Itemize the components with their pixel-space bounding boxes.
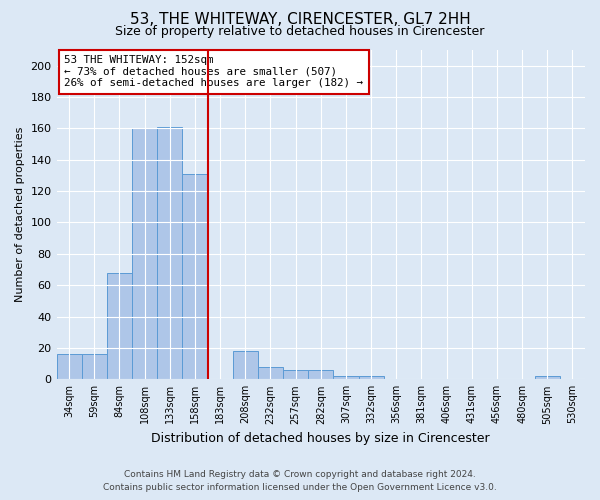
Text: Size of property relative to detached houses in Cirencester: Size of property relative to detached ho… [115, 25, 485, 38]
X-axis label: Distribution of detached houses by size in Cirencester: Distribution of detached houses by size … [151, 432, 490, 445]
Bar [107, 272, 132, 380]
Bar [132, 128, 157, 380]
Text: Contains HM Land Registry data © Crown copyright and database right 2024.
Contai: Contains HM Land Registry data © Crown c… [103, 470, 497, 492]
Text: 53 THE WHITEWAY: 152sqm
← 73% of detached houses are smaller (507)
26% of semi-d: 53 THE WHITEWAY: 152sqm ← 73% of detache… [64, 55, 364, 88]
Text: 53, THE WHITEWAY, CIRENCESTER, GL7 2HH: 53, THE WHITEWAY, CIRENCESTER, GL7 2HH [130, 12, 470, 28]
Bar [359, 376, 383, 380]
Bar [82, 354, 107, 380]
Bar [535, 376, 560, 380]
Bar [283, 370, 308, 380]
Bar [233, 351, 258, 380]
Y-axis label: Number of detached properties: Number of detached properties [15, 127, 25, 302]
Bar [334, 376, 359, 380]
Bar [258, 367, 283, 380]
Bar [56, 354, 82, 380]
Bar [308, 370, 334, 380]
Bar [182, 174, 208, 380]
Bar [157, 127, 182, 380]
